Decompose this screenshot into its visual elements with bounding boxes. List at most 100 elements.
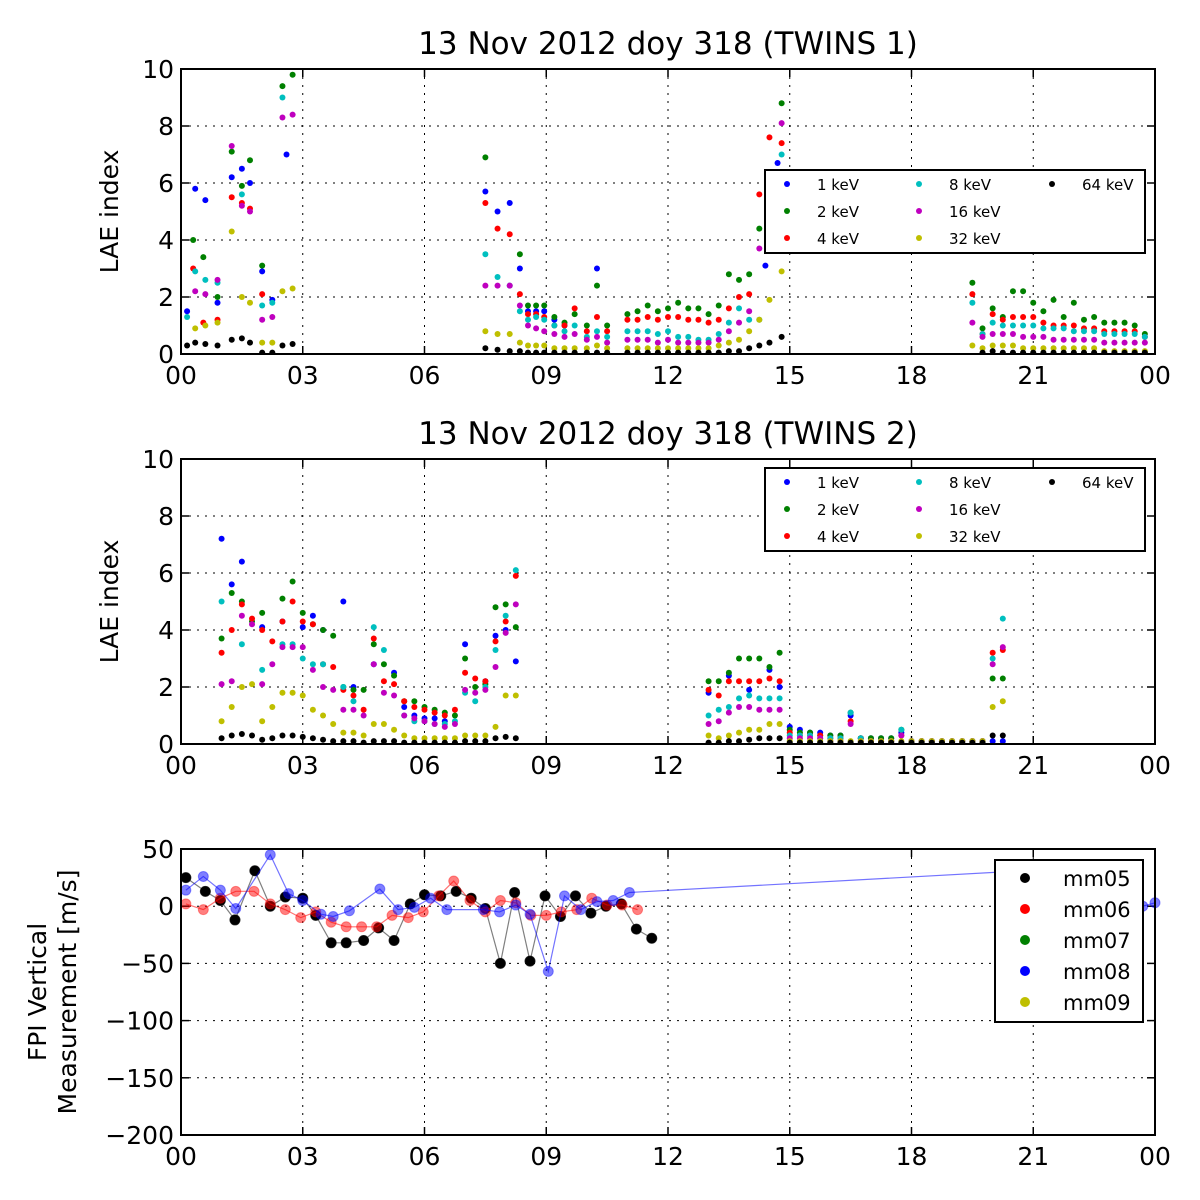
data-point-4-kev: [524, 311, 531, 318]
data-point-16-kev: [695, 339, 702, 346]
y-tick-label: −200: [105, 1121, 174, 1150]
data-point-64-kev: [778, 333, 785, 340]
data-point-32-kev: [776, 721, 783, 728]
data-point-64-kev: [1040, 349, 1047, 354]
data-point-1-kev: [340, 598, 347, 605]
data-point-64-kev: [309, 735, 316, 742]
data-point-4-kev: [705, 319, 712, 326]
data-point-2-kev: [1009, 288, 1016, 295]
x-tick-label: 03: [287, 751, 319, 780]
data-point-16-kev: [1101, 339, 1108, 346]
data-point-16-kev: [685, 339, 692, 346]
data-point-8-kev: [218, 598, 225, 605]
data-point-16-kev: [776, 706, 783, 713]
data-point-2-kev: [289, 71, 296, 78]
x-tick-label: 18: [896, 751, 928, 780]
data-point-mm08: [607, 894, 619, 906]
data-point-64-kev: [878, 739, 885, 744]
data-point-mm05: [524, 955, 536, 967]
data-point-64-kev: [959, 739, 966, 744]
data-point-32-kev: [279, 689, 286, 696]
data-point-64-kev: [350, 738, 357, 744]
data-point-2-kev: [593, 282, 600, 289]
data-point-16-kev: [218, 681, 225, 688]
data-point-4-kev: [259, 291, 266, 298]
data-point-64-kev: [1050, 349, 1057, 354]
legend-marker-mm05: [1020, 873, 1030, 883]
y-tick-label: 0: [158, 730, 174, 759]
data-point-1-kev: [492, 632, 499, 639]
data-point-64-kev: [516, 348, 523, 354]
data-point-32-kev: [401, 732, 408, 739]
data-point-2-kev: [715, 678, 722, 685]
legend-marker-4-kev: [784, 533, 790, 539]
data-point-64-kev: [462, 738, 469, 744]
data-point-16-kev: [715, 336, 722, 343]
data-point-64-kev: [472, 738, 479, 744]
legend-marker-16-kev: [916, 208, 922, 214]
y-tick-label: 8: [158, 112, 174, 141]
legend-marker-mm07: [1020, 935, 1030, 945]
data-point-mm06: [616, 899, 628, 911]
data-point-32-kev: [1050, 345, 1057, 352]
legend-label-2-kev: 2 keV: [817, 501, 860, 519]
data-point-64-kev: [269, 735, 276, 742]
x-tick-label: 21: [1017, 751, 1049, 780]
data-point-16-kev: [516, 302, 523, 309]
data-point-4-kev: [778, 140, 785, 147]
data-point-32-kev: [665, 345, 671, 352]
data-point-16-kev: [644, 336, 651, 343]
data-point-4-kev: [746, 678, 753, 685]
data-point-64-kev: [979, 739, 986, 744]
data-point-64-kev: [279, 732, 286, 739]
data-point-64-kev: [340, 738, 347, 744]
plot-frame: [180, 848, 1156, 1136]
data-point-32-kev: [654, 345, 661, 352]
data-point-32-kev: [269, 703, 276, 710]
data-point-8-kev: [1070, 328, 1077, 335]
data-point-8-kev: [766, 695, 773, 702]
data-point-8-kev: [604, 333, 611, 340]
data-point-4-kev: [561, 322, 568, 329]
data-point-32-kev: [1009, 342, 1016, 349]
data-point-4-kev: [715, 692, 722, 699]
data-point-2-kev: [190, 237, 197, 243]
data-point-32-kev: [675, 345, 682, 352]
data-point-8-kev: [512, 567, 519, 574]
legend-box: [764, 169, 1146, 254]
legend-label-32-kev: 32 keV: [949, 230, 1001, 248]
data-point-16-kev: [269, 313, 276, 320]
x-tick-label: 03: [287, 1142, 319, 1171]
legend-marker-16-kev: [916, 506, 922, 512]
data-point-2-kev: [624, 311, 631, 318]
data-point-16-kev: [259, 681, 266, 688]
data-point-8-kev: [524, 316, 531, 323]
data-point-64-kev: [289, 732, 296, 739]
data-point-64-kev: [908, 739, 915, 744]
x-tick-label: 12: [652, 1142, 684, 1171]
data-point-4-kev: [715, 316, 722, 323]
legend-label-1-kev: 1 keV: [817, 474, 860, 492]
data-point-32-kev: [370, 721, 377, 728]
data-point-64-kev: [665, 349, 671, 354]
data-point-4-kev: [512, 572, 519, 579]
data-point-32-kev: [524, 342, 531, 349]
data-point-64-kev: [766, 339, 773, 346]
data-point-4-kev: [506, 231, 513, 238]
data-point-32-kev: [320, 712, 327, 719]
data-point-8-kev: [1020, 322, 1027, 329]
data-point-64-kev: [289, 341, 296, 348]
data-point-32-kev: [516, 339, 523, 346]
data-point-64-kev: [494, 346, 501, 353]
data-point-32-kev: [583, 345, 590, 352]
data-point-1-kev: [989, 738, 996, 744]
data-point-32-kev: [462, 732, 469, 739]
x-tick-label: 00: [1139, 1142, 1171, 1171]
x-tick-label: 06: [409, 751, 441, 780]
data-point-8-kev: [1040, 325, 1047, 332]
data-point-32-kev: [238, 684, 245, 690]
data-point-32-kev: [330, 721, 337, 728]
y-tick-label: 0: [158, 892, 174, 921]
data-point-32-kev: [999, 342, 1006, 349]
data-point-16-kev: [999, 331, 1006, 338]
